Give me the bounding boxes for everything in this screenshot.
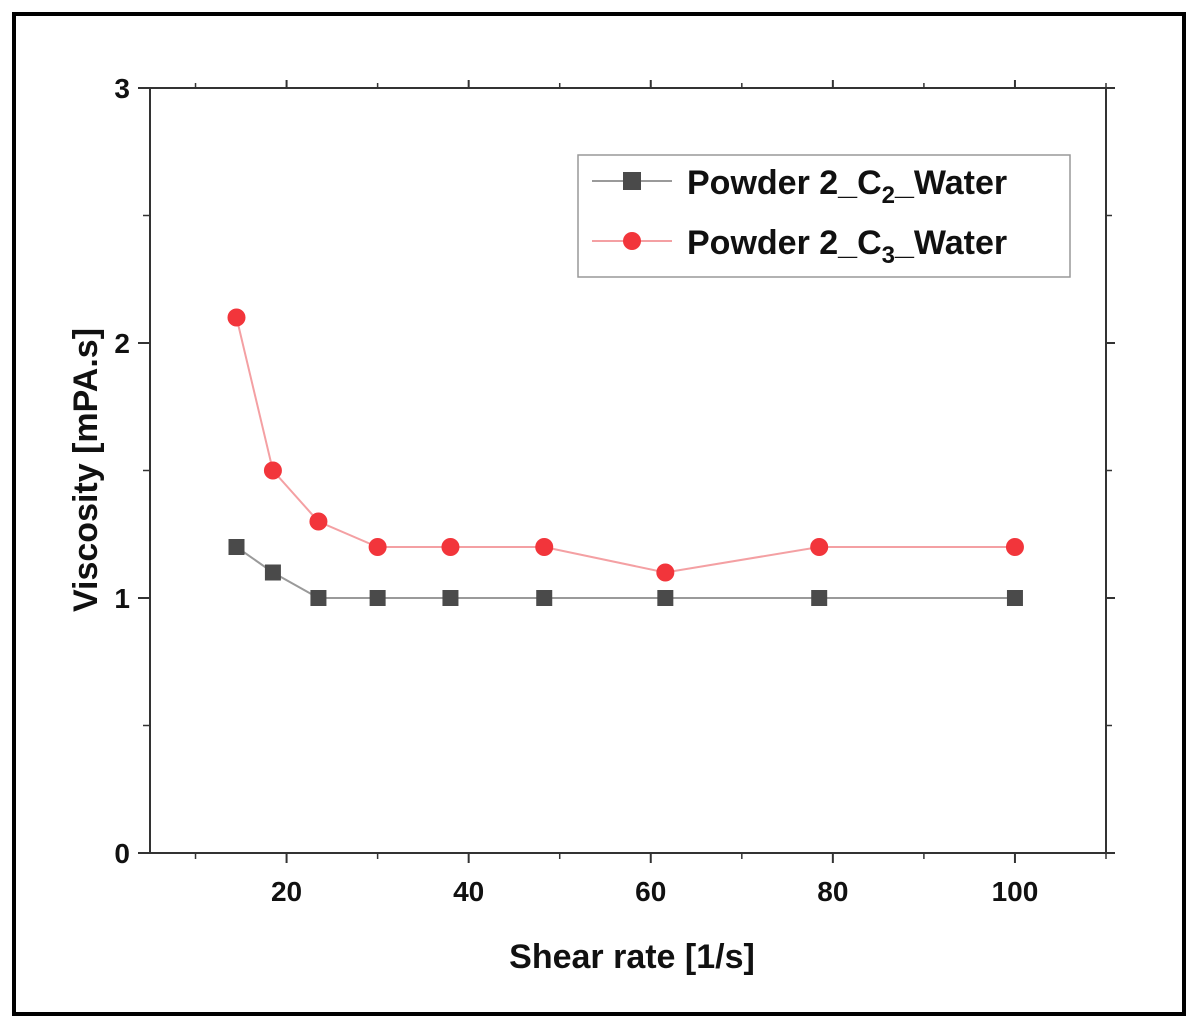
data-point-square <box>264 564 281 581</box>
data-point-circle <box>810 538 829 556</box>
data-point-circle <box>227 308 246 327</box>
data-point-square <box>228 539 245 555</box>
legend-label-suffix: _Water <box>894 224 1007 262</box>
x-tick-label: 100 <box>992 876 1039 907</box>
data-point-square <box>442 590 459 606</box>
y-tick-label: 2 <box>114 328 130 359</box>
legend-label-suffix: _Water <box>894 164 1007 202</box>
data-point-circle <box>656 563 675 582</box>
data-point-square <box>811 590 828 606</box>
x-tick-label: 80 <box>817 876 848 907</box>
data-point-square <box>310 590 327 606</box>
series-line-0 <box>235 546 1015 599</box>
data-point-circle <box>309 512 328 531</box>
data-point-circle <box>263 461 282 480</box>
figure-frame <box>12 12 1186 1016</box>
x-tick-label: 60 <box>635 876 666 907</box>
data-point-circle <box>1005 538 1024 556</box>
series-line-1 <box>235 317 1015 574</box>
legend-label-prefix: Powder 2_C <box>687 224 882 262</box>
legend-label-powder-2-c2: Powder 2_C2_Water <box>687 164 1007 209</box>
y-tick-label: 1 <box>114 583 130 614</box>
data-point-circle <box>368 538 387 556</box>
data-point-circle <box>535 538 554 556</box>
x-tick-label: 20 <box>271 876 302 907</box>
y-axis-title: Viscosity [mPA.s] <box>67 328 105 612</box>
legend-marker-powder-2-c2 <box>623 172 641 190</box>
legend: Powder 2_C2_Water Powder 2_C3_Water <box>577 154 1071 278</box>
legend-label-subscript: 2 <box>882 182 895 209</box>
y-tick-label: 3 <box>114 73 130 104</box>
x-tick-label: 40 <box>453 876 484 907</box>
data-point-square <box>1006 590 1023 606</box>
data-series <box>227 308 1024 606</box>
legend-label-prefix: Powder 2_C <box>687 164 882 202</box>
data-point-square <box>369 590 386 606</box>
y-tick-label: 0 <box>114 838 130 869</box>
legend-marker-powder-2-c3 <box>623 232 641 250</box>
legend-box <box>577 154 1071 278</box>
legend-label-powder-2-c3: Powder 2_C3_Water <box>687 224 1007 269</box>
data-point-circle <box>441 538 460 556</box>
axes: 20 40 60 80 100 0 1 2 3 <box>114 73 1115 907</box>
data-point-square <box>536 590 553 606</box>
x-axis-title: Shear rate [1/s] <box>509 938 755 976</box>
legend-label-subscript: 3 <box>882 242 895 269</box>
data-point-square <box>657 590 674 606</box>
